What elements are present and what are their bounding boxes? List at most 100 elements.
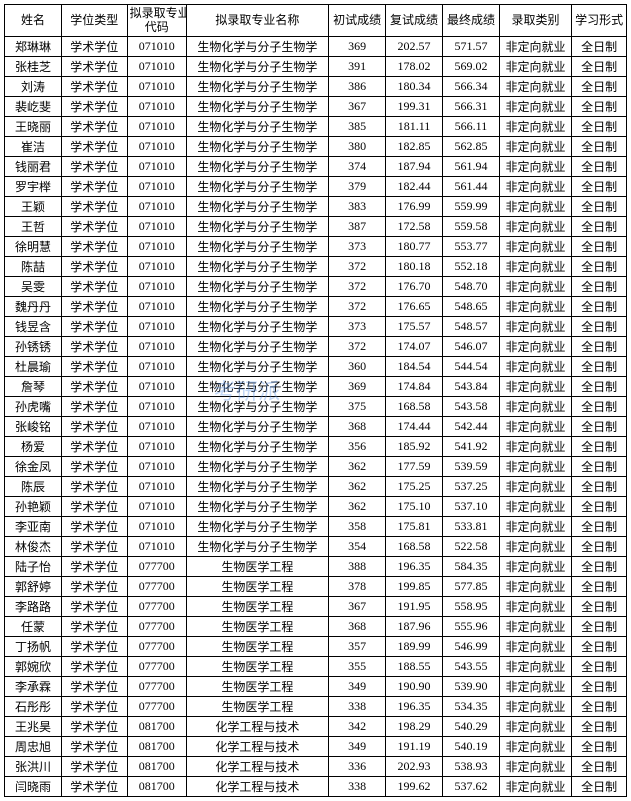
cell: 非定向就业 [499,196,571,216]
cell: 全日制 [572,696,627,716]
cell: 168.58 [386,536,443,556]
cell: 学术学位 [61,776,127,796]
cell: 非定向就业 [499,716,571,736]
cell: 学术学位 [61,616,127,636]
cell: 176.70 [386,276,443,296]
cell: 071010 [127,396,186,416]
table-row: 钱昱含学术学位071010生物化学与分子生物学373175.57548.57非定… [5,316,627,336]
cell: 372 [329,276,386,296]
table-row: 罗宇榉学术学位071010生物化学与分子生物学379182.44561.44非定… [5,176,627,196]
cell: 全日制 [572,256,627,276]
cell: 562.85 [442,136,499,156]
cell: 571.57 [442,36,499,56]
cell: 368 [329,616,386,636]
cell: 学术学位 [61,716,127,736]
cell: 学术学位 [61,196,127,216]
cell: 李承霖 [5,676,62,696]
cell: 546.07 [442,336,499,356]
cell: 543.58 [442,396,499,416]
cell: 071010 [127,516,186,536]
cell: 187.96 [386,616,443,636]
cell: 生物化学与分子生物学 [186,396,328,416]
cell: 391 [329,56,386,76]
cell: 071010 [127,136,186,156]
cell: 生物医学工程 [186,556,328,576]
cell: 全日制 [572,556,627,576]
cell: 071010 [127,36,186,56]
cell: 542.44 [442,416,499,436]
cell: 学术学位 [61,416,127,436]
cell: 非定向就业 [499,556,571,576]
cell: 全日制 [572,776,627,796]
cell: 生物化学与分子生物学 [186,176,328,196]
cell: 191.19 [386,736,443,756]
cell: 180.34 [386,76,443,96]
cell: 闫晓雨 [5,776,62,796]
col-name: 姓名 [5,5,62,37]
cell: 钱丽君 [5,156,62,176]
cell: 071010 [127,416,186,436]
table-row: 张峻铭学术学位071010生物化学与分子生物学368174.44542.44非定… [5,416,627,436]
cell: 537.25 [442,476,499,496]
table-row: 郑琳琳学术学位071010生物化学与分子生物学369202.57571.57非定… [5,36,627,56]
col-mode: 学习形式 [572,5,627,37]
cell: 077700 [127,656,186,676]
table-row: 张桂芝学术学位071010生物化学与分子生物学391178.02569.02非定… [5,56,627,76]
cell: 非定向就业 [499,636,571,656]
table-row: 杜晨瑜学术学位071010生物化学与分子生物学360184.54544.54非定… [5,356,627,376]
table-row: 李亚南学术学位071010生物化学与分子生物学358175.81533.81非定… [5,516,627,536]
cell: 367 [329,596,386,616]
cell: 全日制 [572,476,627,496]
cell: 383 [329,196,386,216]
cell: 379 [329,176,386,196]
cell: 544.54 [442,356,499,376]
table-row: 陆子怡学术学位077700生物医学工程388196.35584.35非定向就业全… [5,556,627,576]
cell: 学术学位 [61,176,127,196]
cell: 184.54 [386,356,443,376]
cell: 生物化学与分子生物学 [186,536,328,556]
cell: 学术学位 [61,116,127,136]
cell: 全日制 [572,596,627,616]
cell: 338 [329,696,386,716]
cell: 非定向就业 [499,336,571,356]
cell: 生物化学与分子生物学 [186,276,328,296]
cell: 177.59 [386,456,443,476]
cell: 化学工程与技术 [186,776,328,796]
col-cat: 录取类别 [499,5,571,37]
cell: 071010 [127,56,186,76]
cell: 081700 [127,716,186,736]
cell: 生物化学与分子生物学 [186,516,328,536]
table-row: 刘涛学术学位071010生物化学与分子生物学386180.34566.34非定向… [5,76,627,96]
cell: 非定向就业 [499,736,571,756]
cell: 生物化学与分子生物学 [186,136,328,156]
cell: 学术学位 [61,436,127,456]
cell: 561.94 [442,156,499,176]
table-row: 孙艳颖学术学位071010生物化学与分子生物学362175.10537.10非定… [5,496,627,516]
cell: 174.84 [386,376,443,396]
cell: 全日制 [572,216,627,236]
cell: 学术学位 [61,676,127,696]
cell: 199.62 [386,776,443,796]
cell: 张洪川 [5,756,62,776]
cell: 学术学位 [61,76,127,96]
cell: 071010 [127,376,186,396]
cell: 学术学位 [61,756,127,776]
table-row: 林俊杰学术学位071010生物化学与分子生物学354168.58522.58非定… [5,536,627,556]
cell: 555.96 [442,616,499,636]
cell: 学术学位 [61,256,127,276]
cell: 368 [329,416,386,436]
cell: 学术学位 [61,536,127,556]
cell: 生物化学与分子生物学 [186,436,328,456]
cell: 学术学位 [61,156,127,176]
cell: 非定向就业 [499,256,571,276]
cell: 566.31 [442,96,499,116]
cell: 生物化学与分子生物学 [186,256,328,276]
cell: 548.70 [442,276,499,296]
cell: 569.02 [442,56,499,76]
table-row: 陈辰学术学位071010生物化学与分子生物学362175.25537.25非定向… [5,476,627,496]
cell: 学术学位 [61,36,127,56]
cell: 非定向就业 [499,36,571,56]
cell: 非定向就业 [499,416,571,436]
cell: 全日制 [572,436,627,456]
cell: 081700 [127,776,186,796]
